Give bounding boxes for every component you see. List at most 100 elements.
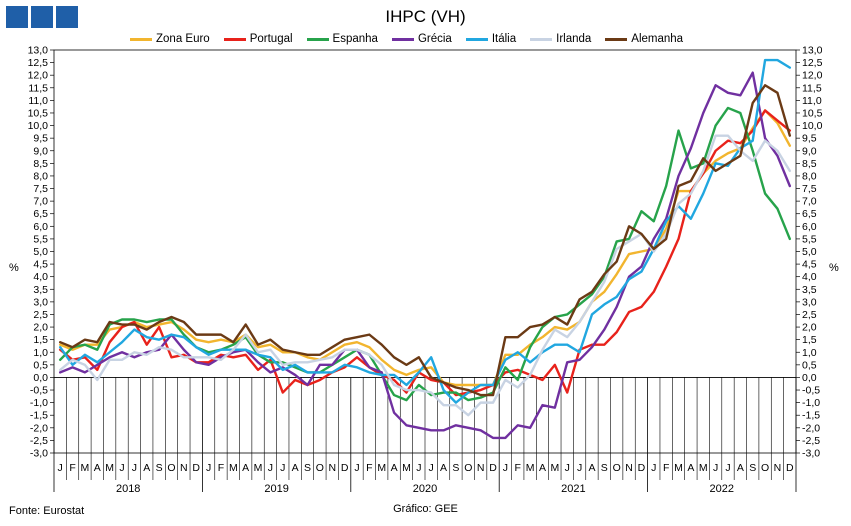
month-label: O — [761, 462, 769, 474]
month-label: A — [737, 462, 744, 474]
month-label: S — [749, 462, 756, 474]
month-label: S — [304, 462, 311, 474]
month-label: N — [477, 462, 485, 474]
series-line-irlanda — [58, 134, 792, 417]
legend-item: Itália — [465, 33, 516, 45]
month-label: D — [341, 462, 349, 474]
month-label: A — [539, 462, 546, 474]
year-label: 2022 — [710, 483, 734, 495]
month-label: O — [613, 462, 621, 474]
month-label: N — [328, 462, 336, 474]
month-label: D — [638, 462, 646, 474]
month-label: O — [464, 462, 472, 474]
y-tick-label-left: -3,0 — [30, 448, 48, 460]
month-label: A — [143, 462, 150, 474]
y-tick-label-right: 1,5 — [802, 334, 817, 346]
legend-label: Zona Euro — [156, 33, 210, 45]
y-tick-label-left: 3,5 — [33, 284, 48, 296]
y-tick-label-right: 13,0 — [802, 45, 823, 57]
y-tick-label-left: 7,0 — [33, 196, 48, 208]
series-line-alemanha — [58, 84, 792, 397]
month-label: J — [354, 462, 359, 474]
y-tick-label-left: 4,5 — [33, 259, 48, 271]
y-tick-label-left: -1,5 — [30, 410, 48, 422]
month-label: O — [316, 462, 324, 474]
y-tick-label-right: 9,5 — [802, 133, 817, 145]
y-tick-label-left: -2,5 — [30, 435, 48, 447]
y-axis-unit-right: % — [829, 262, 839, 274]
month-label: J — [713, 462, 718, 474]
month-label: J — [429, 462, 434, 474]
month-label: A — [242, 462, 249, 474]
month-label: O — [167, 462, 175, 474]
y-tick-label-left: 10,5 — [28, 107, 49, 119]
month-label: M — [674, 462, 683, 474]
legend-swatch — [223, 37, 246, 41]
y-tick-label-left: 11,0 — [28, 95, 48, 107]
month-label: A — [588, 462, 595, 474]
month-label: M — [254, 462, 263, 474]
source-note: Fonte: Eurostat — [9, 505, 85, 517]
month-label: A — [391, 462, 398, 474]
y-tick-label-left: -2,0 — [30, 422, 48, 434]
y-tick-label-left: 2,0 — [33, 322, 48, 334]
y-tick-label-right: 12,5 — [802, 57, 823, 69]
y-tick-label-right: -2,0 — [802, 422, 820, 434]
y-tick-label-right: 3,5 — [802, 284, 817, 296]
legend-swatch — [465, 37, 488, 41]
year-label: 2021 — [561, 483, 585, 495]
month-label: J — [119, 462, 124, 474]
month-label: M — [377, 462, 386, 474]
legend-item: Irlanda — [530, 33, 591, 45]
logo-block — [31, 6, 53, 28]
month-label: F — [366, 462, 372, 474]
y-tick-label-left: 4,0 — [33, 271, 48, 283]
month-label: M — [526, 462, 535, 474]
y-tick-label-left: 11,5 — [28, 82, 48, 94]
chart-title: IHPC (VH) — [385, 7, 466, 26]
y-tick-label-left: 8,5 — [33, 158, 48, 170]
legend-swatch — [605, 37, 628, 41]
month-label: M — [105, 462, 114, 474]
month-label: J — [503, 462, 508, 474]
y-tick-label-right: 7,0 — [802, 196, 817, 208]
month-label: D — [489, 462, 497, 474]
month-label: J — [416, 462, 421, 474]
y-tick-label-right: -1,5 — [802, 410, 820, 422]
y-tick-label-right: 8,0 — [802, 170, 817, 182]
year-label: 2019 — [264, 483, 288, 495]
series-line-itália — [58, 58, 792, 404]
y-tick-label-right: 9,0 — [802, 145, 817, 157]
year-label: 2020 — [413, 483, 437, 495]
y-tick-label-right: 4,5 — [802, 259, 817, 271]
month-label: M — [550, 462, 559, 474]
series-line-espanha — [58, 106, 792, 402]
y-tick-label-right: 6,5 — [802, 208, 817, 220]
month-label: N — [774, 462, 782, 474]
legend-label: Alemanha — [631, 33, 684, 45]
month-label: A — [687, 462, 694, 474]
month-label: D — [192, 462, 200, 474]
legend-swatch — [130, 37, 152, 41]
month-label: J — [206, 462, 211, 474]
legend-label: Portugal — [249, 33, 293, 45]
y-tick-label-left: 2,5 — [33, 309, 48, 321]
y-tick-label-right: 3,0 — [802, 296, 817, 308]
series-line-zona-euro — [58, 109, 792, 387]
month-label: M — [402, 462, 411, 474]
y-tick-label-right: 5,5 — [802, 233, 817, 245]
chart-credit: Gráfico: GEE — [393, 503, 458, 515]
month-label: N — [625, 462, 633, 474]
y-tick-label-left: 13,0 — [28, 45, 49, 57]
y-tick-label-left: 0,0 — [33, 372, 48, 384]
legend-item: Grécia — [391, 33, 452, 45]
y-tick-label-left: 5,0 — [33, 246, 48, 258]
legend-label: Grécia — [417, 33, 452, 45]
month-label: S — [156, 462, 163, 474]
legend-item: Portugal — [223, 33, 293, 45]
month-label: M — [229, 462, 238, 474]
month-label: F — [218, 462, 224, 474]
y-tick-label-right: -3,0 — [802, 448, 820, 460]
y-tick-label-right: -0,5 — [802, 385, 820, 397]
